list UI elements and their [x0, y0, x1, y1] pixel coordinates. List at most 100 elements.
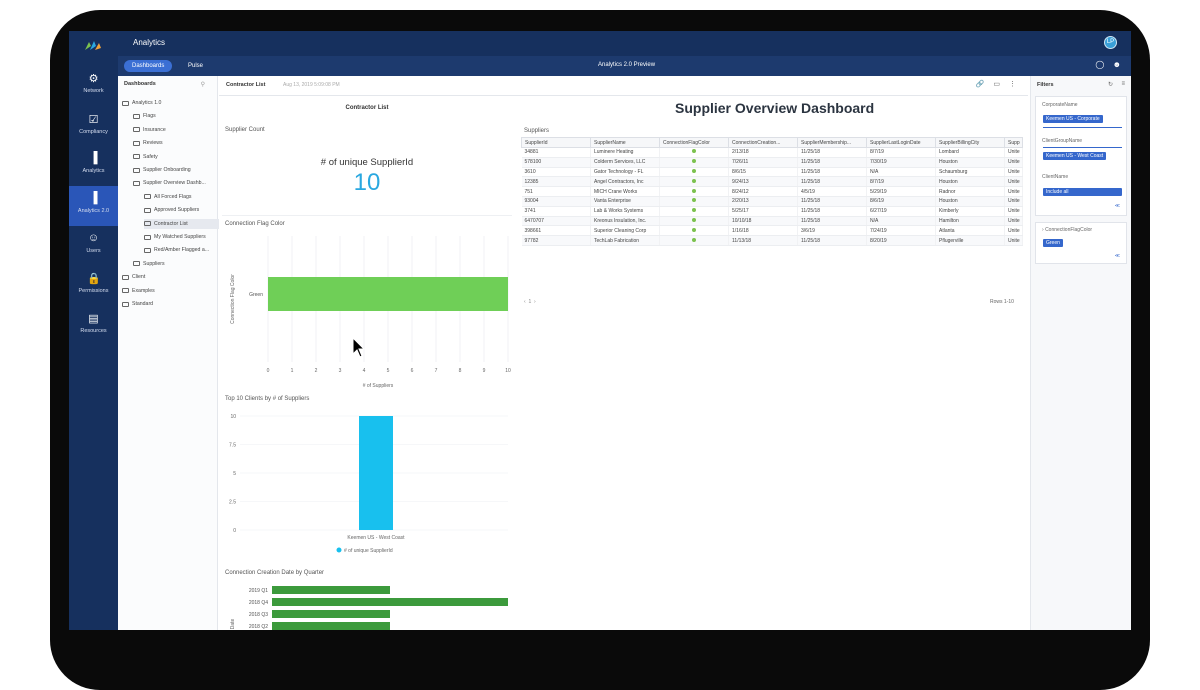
search-icon[interactable]: ⚲	[200, 82, 205, 88]
table-cell: 9/24/13	[728, 176, 798, 188]
column-header[interactable]: Supp	[1004, 137, 1023, 148]
tree-item[interactable]: All Forced Flags	[144, 192, 191, 202]
tree-item[interactable]: Supplier Onboarding	[133, 165, 191, 175]
filter-label-flag: › ConnectionFlagColor	[1042, 227, 1093, 233]
folder-icon	[133, 154, 140, 160]
nav-item-network[interactable]: ⚙ Network	[69, 66, 118, 106]
filter-chip[interactable]: Include all	[1043, 188, 1122, 196]
tree-item[interactable]: My Watched Suppliers	[144, 232, 206, 242]
collapse-icon[interactable]: ≪	[1114, 203, 1120, 209]
nav-item-analytics-2-0[interactable]: ▐ Analytics 2.0	[69, 186, 118, 226]
more-icon[interactable]: ⋮	[1009, 81, 1016, 88]
bar[interactable]	[272, 598, 508, 606]
collapse-icon[interactable]: ≪	[1114, 253, 1120, 259]
folder-icon	[133, 113, 140, 119]
table-cell: Colderm Services, LLC	[590, 157, 660, 168]
folder-icon: ▤	[88, 313, 99, 325]
folder-icon	[122, 274, 129, 280]
table-cell	[659, 206, 729, 217]
bar[interactable]	[359, 416, 393, 530]
table-row[interactable]: 6470707 Kreonus Insulation, Inc. 10/10/18 1…	[521, 216, 1023, 227]
user-icon[interactable]: ☻	[1112, 60, 1121, 69]
timestamp: Aug 13, 2019 5:09:08 PM	[283, 82, 340, 88]
tree-title: Dashboards	[124, 81, 156, 87]
table-cell	[659, 196, 729, 207]
tree-item[interactable]: Approved Suppliers	[144, 205, 199, 215]
table-cell: 11/25/18	[797, 206, 867, 217]
filter-label-text: ConnectionFlagColor	[1045, 227, 1093, 233]
table-row[interactable]: 751 MICH Crane Works 8/24/12 4/5/19 5/29/19 R…	[521, 186, 1023, 197]
folder-icon	[122, 288, 129, 294]
table-row[interactable]: 398661 Superior Cleaning Corp 1/16/18 3/6/1…	[521, 225, 1023, 237]
pager-page[interactable]: 1	[528, 299, 532, 305]
table-row[interactable]: 97782 TechLab Fabrication 11/13/18 11/25/18…	[521, 235, 1023, 246]
bell-icon[interactable]: ◯	[1095, 60, 1105, 69]
filter-chip[interactable]: Keemen US - Corporate	[1043, 115, 1103, 123]
column-header[interactable]: SupplierBillingCity	[935, 137, 1005, 148]
column-header[interactable]: SupplierId	[521, 137, 591, 148]
nav-item-analytics[interactable]: ▐ Analytics	[69, 146, 118, 186]
tab-pulse[interactable]: Pulse	[188, 63, 204, 69]
nav-item-resources[interactable]: ▤ Resources	[69, 306, 118, 346]
x-tick-label: 5	[387, 368, 390, 374]
pager[interactable]: ‹ 1 ›	[524, 299, 536, 305]
x-tick-label: 9	[483, 368, 486, 374]
x-axis-label: # of Suppliers	[363, 383, 394, 389]
bar-chart-icon: ▐	[89, 192, 98, 204]
bar[interactable]	[268, 277, 508, 311]
table-cell: 578100	[521, 157, 591, 168]
column-header[interactable]: ConnectionCreation...	[728, 137, 798, 148]
table-cell: 8/6/19	[866, 196, 936, 207]
table-row[interactable]: 12385 Angel Contractors, Inc 9/24/13 11/25/…	[521, 176, 1023, 188]
table-cell: Unite	[1004, 216, 1023, 227]
table-row[interactable]: 3741 Lab & Works Systems 5/25/17 11/25/18 6/…	[521, 206, 1023, 217]
present-icon[interactable]: ▭	[993, 81, 1001, 88]
tree-item[interactable]: Red/Amber Flagged a...	[144, 245, 209, 255]
table-row[interactable]: 578100 Colderm Services, LLC 7/26/11 11/25/…	[521, 157, 1023, 168]
table-cell: 34881	[521, 147, 591, 158]
table-cell: 11/25/18	[797, 176, 867, 188]
table-cell: Superior Cleaning Corp	[590, 225, 660, 237]
table-cell: 7/24/19	[866, 225, 936, 237]
tree-item[interactable]: Reviews	[133, 138, 163, 148]
breadcrumb[interactable]: Contractor List	[226, 82, 266, 88]
bar[interactable]	[272, 622, 390, 630]
bar[interactable]	[272, 586, 390, 594]
table-row[interactable]: 3610 Gator Technology - FL 8/6/15 11/25/18 N…	[521, 167, 1023, 178]
table-cell: MICH Crane Works	[590, 186, 660, 197]
table-cell: 751	[521, 186, 591, 197]
refresh-icon[interactable]: ↻	[1107, 82, 1113, 88]
table-cell: Vanta Enterprise	[590, 196, 660, 207]
nav-item-users[interactable]: ☺ Users	[69, 226, 118, 266]
table-row[interactable]: 34881 Luminere Heating 2/13/18 11/25/18 8/7/…	[521, 147, 1023, 158]
tree-item[interactable]: Contractor List	[144, 218, 240, 229]
tab-dashboards[interactable]: Dashboards	[124, 60, 173, 72]
link-icon[interactable]: 🔗	[975, 81, 985, 88]
tree-item[interactable]: Client	[122, 272, 145, 282]
filter-label: ClientName	[1042, 174, 1069, 180]
table-cell: 6470707	[521, 216, 591, 227]
tree-item[interactable]: Standard	[122, 299, 153, 309]
column-header[interactable]: ConnectionFlagColor	[659, 137, 729, 148]
tree-item[interactable]: Safety	[133, 152, 158, 162]
table-cell: Lab & Works Systems	[590, 206, 660, 217]
tree-item[interactable]: Analytics 1.0	[122, 98, 161, 108]
nav-item-permissions[interactable]: 🔒 Permissions	[69, 266, 118, 306]
tree-item[interactable]: Suppliers	[133, 259, 165, 269]
filter-chip[interactable]: Green	[1043, 239, 1063, 247]
filter-chip[interactable]: Keemen US - West Coast	[1043, 152, 1107, 160]
table-row[interactable]: 93004 Vanta Enterprise 2/20/13 11/25/18 8/6/…	[521, 196, 1023, 207]
menu-icon[interactable]: ≡	[1121, 81, 1125, 87]
table-cell: Kimberly	[935, 206, 1005, 217]
nav-item-compliancy[interactable]: ☑ Compliancy	[69, 107, 118, 147]
bar[interactable]	[272, 610, 390, 618]
column-header[interactable]: SupplierName	[590, 137, 660, 148]
tree-item[interactable]: Flags	[133, 111, 156, 121]
avatar[interactable]: LP	[1104, 36, 1117, 49]
tree-item[interactable]: Supplier Overview Dashb...	[133, 178, 206, 188]
table-cell: 93004	[521, 196, 591, 207]
tree-item[interactable]: Insurance	[133, 125, 166, 135]
column-header[interactable]: SupplierMembership...	[797, 137, 867, 148]
tree-item[interactable]: Examples	[122, 286, 155, 296]
column-header[interactable]: SupplierLastLoginDate	[866, 137, 936, 148]
